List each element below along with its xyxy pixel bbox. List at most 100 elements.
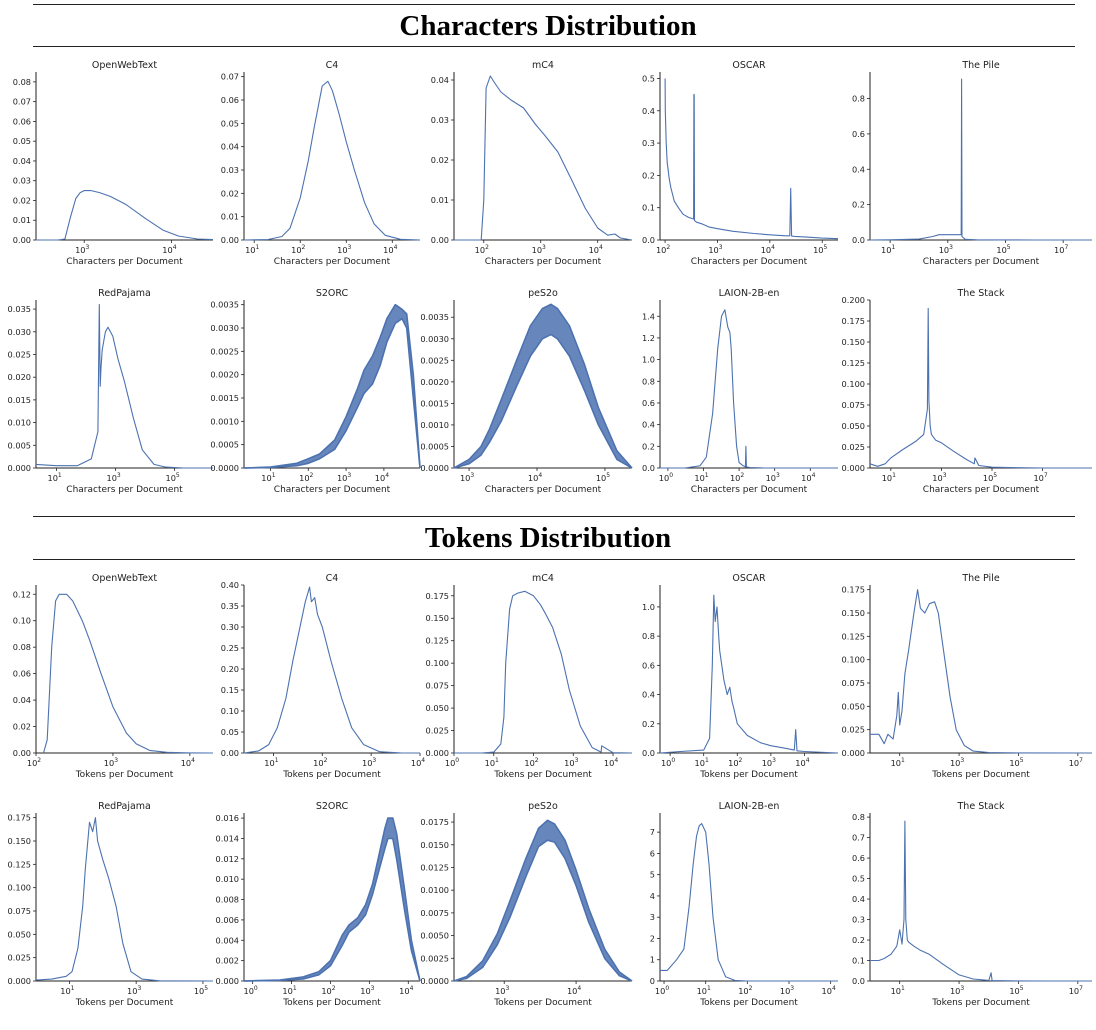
- section-title-tokens: Tokens Distribution: [424, 522, 672, 554]
- y-tick-label: 0.100: [842, 379, 865, 389]
- y-tick-label: 0.0020: [420, 377, 449, 387]
- y-tick-label: 0.08: [13, 642, 31, 652]
- x-tick-label: 105: [996, 244, 1010, 255]
- x-tick-exponent: 3: [137, 985, 141, 992]
- y-tick-label: 0.8: [852, 94, 865, 104]
- y-tick-label: 0.050: [8, 929, 31, 939]
- y-tick-label: 0.07: [221, 72, 239, 82]
- y-tick-label: 0.1: [642, 203, 655, 213]
- x-tick-exponent: 3: [114, 757, 118, 764]
- y-tick-label: 0.0: [852, 235, 865, 245]
- x-tick-label: 104: [761, 244, 775, 255]
- x-axis-label: Characters per Document: [274, 257, 391, 267]
- subplot-the-stack: The Stack 0.000 0.025 0.050 0.075 0.100 0.125 0…: [842, 288, 1092, 495]
- x-tick-label: 103: [127, 985, 141, 996]
- x-tick-label: 103: [360, 985, 374, 996]
- y-tick-label: 0.000: [842, 748, 865, 758]
- y-tick-label: 0.004: [216, 935, 239, 945]
- y-tick-label: 0.25: [221, 643, 239, 653]
- x-tick-label: 105: [983, 472, 997, 483]
- section-title-characters: Characters Distribution: [399, 10, 697, 42]
- y-tick-label: 1.4: [642, 311, 655, 321]
- x-tick-label: 101: [891, 757, 905, 768]
- y-tick-label: 0.4: [642, 106, 655, 116]
- subplot-the-pile: The Pile 0.0 0.2 0.4 0.6 0.8 101 103 105 107 Chara…: [852, 60, 1092, 267]
- y-tick-label: 0.025: [426, 726, 449, 736]
- y-tick-label: 0.2: [852, 200, 865, 210]
- subplot-title: C4: [326, 60, 339, 71]
- y-tick-label: 0.125: [842, 358, 865, 368]
- y-tick-label: 0.0175: [420, 817, 449, 827]
- x-axis-label: Characters per Document: [66, 257, 183, 267]
- x-tick-exponent: 1: [293, 985, 297, 992]
- x-tick-exponent: 5: [606, 472, 610, 479]
- x-tick-label: 103: [337, 244, 351, 255]
- y-tick-label: 0.04: [13, 156, 31, 166]
- x-tick-label: 102: [738, 985, 752, 996]
- x-tick-label: 103: [532, 244, 546, 255]
- y-tick-label: 0.01: [13, 215, 31, 225]
- x-tick-label: 104: [399, 985, 413, 996]
- x-tick-exponent: 4: [599, 244, 603, 251]
- x-tick-label: 103: [950, 757, 964, 768]
- subplot-redpajama: RedPajama 0.000 0.025 0.050 0.075 0.100 0.125 0…: [8, 801, 214, 1008]
- x-tick-exponent: 5: [1020, 985, 1024, 992]
- x-tick-label: 100: [244, 985, 258, 996]
- y-tick-label: 0.000: [8, 463, 31, 473]
- series-line-0: [870, 589, 1093, 754]
- y-tick-label: 0.0030: [210, 323, 239, 333]
- y-tick-label: 0.00: [431, 235, 449, 245]
- x-tick-label: 101: [881, 244, 895, 255]
- x-axis-label: Characters per Document: [923, 257, 1040, 267]
- y-tick-label: 0.08: [13, 77, 31, 87]
- x-tick-label: 104: [181, 757, 195, 768]
- x-tick-exponent: 3: [371, 985, 375, 992]
- y-tick-label: 0.0: [642, 235, 655, 245]
- subplot-title: The Stack: [957, 288, 1005, 299]
- y-tick-label: 0.0025: [210, 346, 239, 356]
- x-tick-exponent: 2: [310, 472, 314, 479]
- x-tick-exponent: 7: [1079, 985, 1083, 992]
- x-tick-label: 107: [1054, 244, 1068, 255]
- x-tick-exponent: 3: [719, 244, 723, 251]
- x-axis-label: Tokens per Document: [493, 998, 592, 1008]
- y-tick-label: 0.05: [13, 136, 31, 146]
- y-tick-label: 0.2: [642, 441, 655, 451]
- x-axis-label: Tokens per Document: [282, 998, 381, 1008]
- subplot-title: C4: [326, 573, 339, 584]
- x-tick-exponent: 2: [666, 244, 670, 251]
- x-tick-exponent: 2: [332, 985, 336, 992]
- x-tick-exponent: 4: [538, 472, 542, 479]
- x-tick-label: 107: [1033, 472, 1047, 483]
- y-tick-label: 0.0: [642, 463, 655, 473]
- subplot-title: The Pile: [961, 60, 999, 71]
- y-tick-label: 0.075: [842, 678, 865, 688]
- y-tick-label: 0.0010: [210, 416, 239, 426]
- x-tick-label: 102: [728, 757, 742, 768]
- y-tick-label: 0.150: [842, 337, 865, 347]
- x-tick-exponent: 2: [485, 244, 489, 251]
- y-tick-label: 0.04: [431, 75, 449, 85]
- subplot-pes2o: peS2o 0.0000 0.0005 0.0010 0.0015 0.0020 0.002…: [420, 288, 633, 495]
- y-tick-label: 0.8: [852, 812, 865, 822]
- x-tick-label: 103: [106, 472, 120, 483]
- y-tick-label: 0.0015: [420, 398, 449, 408]
- x-tick-label: 103: [708, 244, 722, 255]
- y-tick-label: 0.000: [8, 976, 31, 986]
- y-tick-label: 0.05: [221, 727, 239, 737]
- series-line-0: [36, 190, 214, 241]
- x-axis-label: Characters per Document: [691, 257, 808, 267]
- y-tick-label: 0.100: [8, 883, 31, 893]
- y-tick-label: 0.6: [852, 129, 865, 139]
- x-tick-label: 102: [291, 244, 305, 255]
- x-tick-label: 102: [321, 985, 335, 996]
- y-tick-label: 0.0025: [420, 953, 449, 963]
- y-tick-label: 0.02: [13, 722, 31, 732]
- y-tick-label: 0.075: [426, 681, 449, 691]
- subplot-title: LAION-2B-en: [719, 288, 780, 299]
- y-tick-label: 0.03: [221, 165, 239, 175]
- y-tick-label: 0.010: [216, 874, 239, 884]
- y-tick-label: 0.07: [13, 97, 31, 107]
